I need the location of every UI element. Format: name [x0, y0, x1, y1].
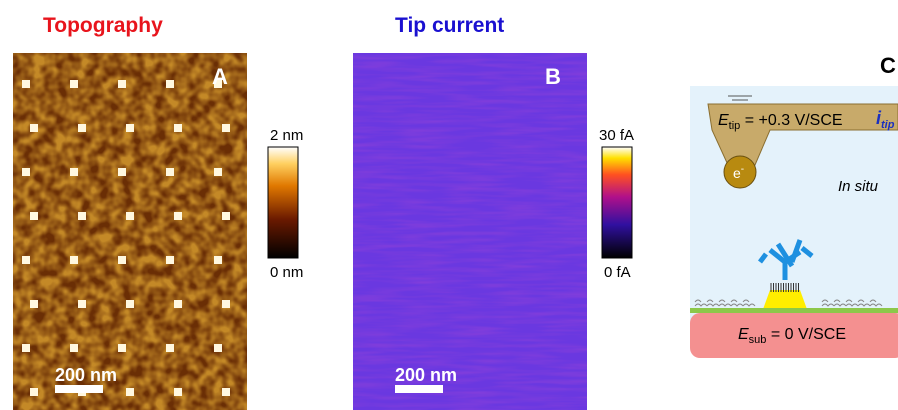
spacer-molecule	[821, 299, 835, 307]
topography-dot	[222, 300, 230, 308]
topography-dot	[118, 344, 126, 352]
colorbar	[601, 146, 633, 259]
topography-dot	[78, 300, 86, 308]
topography-dot	[222, 124, 230, 132]
topography-dot	[30, 300, 38, 308]
topography-dot	[166, 168, 174, 176]
topography-dot	[174, 124, 182, 132]
spacer-molecule	[833, 299, 847, 307]
topography-dot	[22, 80, 30, 88]
spacer-molecule	[718, 299, 732, 307]
tip	[707, 103, 898, 166]
topography-noise	[13, 53, 247, 410]
electron-bead	[723, 155, 757, 189]
colorbar-max: 2 nm	[270, 127, 303, 144]
topography-dot	[166, 344, 174, 352]
tip-current: itip	[876, 108, 895, 131]
topography-dot	[174, 300, 182, 308]
panel-title: Tip current	[395, 14, 504, 37]
topography-dot	[166, 80, 174, 88]
topography-dot	[118, 80, 126, 88]
topography-dot	[214, 344, 222, 352]
topography-dot	[222, 388, 230, 396]
topography-dot	[166, 256, 174, 264]
in-situ: In situ	[838, 178, 879, 195]
colorbar-min: 0 fA	[604, 264, 631, 281]
topography-dot	[126, 212, 134, 220]
topography-dot	[78, 124, 86, 132]
topography-features	[22, 80, 230, 396]
spacer-molecule	[857, 299, 871, 307]
substrate-top	[690, 308, 898, 313]
topography-dot	[214, 168, 222, 176]
spacer-molecule	[869, 299, 883, 307]
topography-dot	[174, 388, 182, 396]
substrate-potential: Esub = 0 V/SCE	[738, 326, 846, 346]
spacer-molecule	[730, 299, 744, 307]
topography-dot	[30, 124, 38, 132]
antibody	[758, 239, 814, 280]
panel-label: C	[880, 53, 896, 78]
current-noise	[353, 53, 587, 410]
spacer-molecule	[706, 299, 720, 307]
spacer-molecule	[694, 299, 708, 307]
spacer-molecule	[845, 299, 859, 307]
spacer-molecule	[742, 299, 756, 307]
scale-bar	[55, 385, 103, 393]
topography-dot	[22, 256, 30, 264]
colorbar-max: 30 fA	[599, 127, 634, 144]
colorbar	[267, 146, 299, 259]
topography-dot	[70, 168, 78, 176]
topography-dot	[214, 80, 222, 88]
topography-dot	[126, 300, 134, 308]
topography-dot	[70, 256, 78, 264]
panel-label: B	[545, 64, 561, 89]
substrate	[690, 313, 898, 358]
electron: e-	[733, 164, 744, 181]
topography-dot	[22, 344, 30, 352]
topography-dot	[78, 212, 86, 220]
tip-potential: Etip = +0.3 V/SCE	[718, 112, 843, 132]
topography-dot	[222, 212, 230, 220]
topography-dot	[30, 212, 38, 220]
topography-dot	[30, 388, 38, 396]
panel-label: A	[212, 64, 228, 89]
colorbar-min: 0 nm	[270, 264, 303, 281]
antigen-layer	[762, 290, 808, 312]
scale-bar-label: 200 nm	[395, 365, 457, 385]
topography-dot	[22, 168, 30, 176]
topography-dot	[126, 388, 134, 396]
topography-dot	[174, 212, 182, 220]
topography-dot	[118, 168, 126, 176]
topography-dot	[126, 124, 134, 132]
topography-dot	[118, 256, 126, 264]
scale-bar-label: 200 nm	[55, 365, 117, 385]
topography-dot	[70, 80, 78, 88]
monolayer	[694, 283, 883, 307]
panel-title: Topography	[43, 14, 163, 37]
topography-dot	[214, 256, 222, 264]
scale-bar	[395, 385, 443, 393]
topography-dot	[70, 344, 78, 352]
